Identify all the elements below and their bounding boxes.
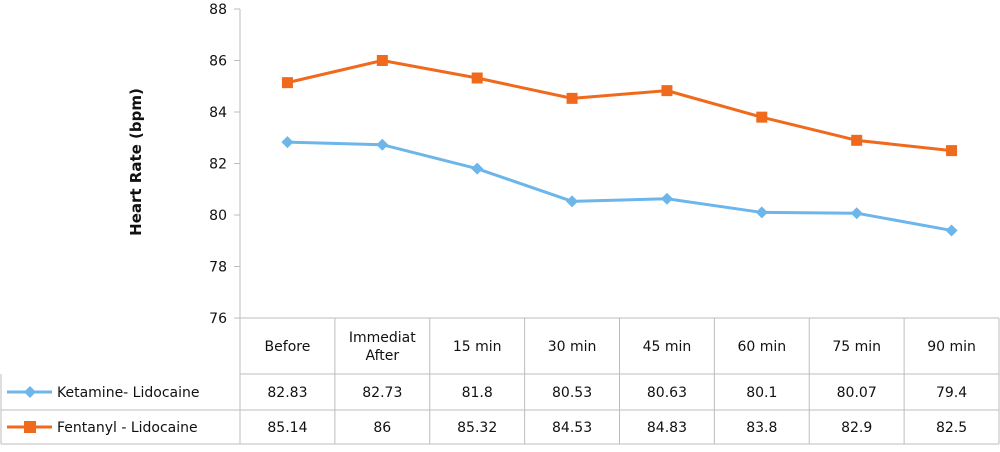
series-1-line bbox=[287, 140, 952, 232]
x-category-label-4: 45 min bbox=[643, 339, 692, 355]
series-2-point-7 bbox=[946, 145, 958, 157]
series-1-value-2: 81.8 bbox=[462, 385, 493, 401]
series-1-point-1 bbox=[376, 138, 389, 151]
series-1-value-5: 80.1 bbox=[746, 385, 777, 401]
series-1-value-6: 80.07 bbox=[837, 385, 877, 401]
series-2-value-2: 85.32 bbox=[457, 420, 497, 436]
y-tick-label-4: 84 bbox=[209, 105, 227, 121]
series-1-point-2 bbox=[471, 162, 484, 175]
x-category-label-3: 30 min bbox=[548, 339, 597, 355]
series-2-point-6 bbox=[851, 134, 863, 146]
series-2-line bbox=[287, 59, 952, 153]
series-1-value-3: 80.53 bbox=[552, 385, 592, 401]
series-2-point-1 bbox=[376, 55, 388, 66]
y-tick-label-1: 78 bbox=[209, 260, 227, 276]
y-tick-label-2: 80 bbox=[209, 208, 227, 224]
x-category-label-1-line-1: After bbox=[366, 348, 400, 364]
series-1-point-3 bbox=[566, 195, 579, 208]
x-category-label-7: 90 min bbox=[927, 339, 976, 355]
x-category-label-5: 60 min bbox=[737, 339, 786, 355]
series-1-point-7 bbox=[945, 224, 958, 237]
series-2-value-0: 85.14 bbox=[267, 420, 307, 436]
y-tick-label-6: 88 bbox=[209, 2, 227, 18]
series-1-value-4: 80.63 bbox=[647, 385, 687, 401]
series-2-value-7: 82.5 bbox=[936, 420, 967, 436]
x-category-label-2: 15 min bbox=[453, 339, 502, 355]
y-tick-label-3: 82 bbox=[209, 157, 227, 173]
series-2-point-4 bbox=[661, 85, 673, 97]
series-2-legend-marker bbox=[24, 421, 36, 433]
series-1-point-6 bbox=[850, 207, 863, 220]
series-1-point-5 bbox=[755, 206, 768, 219]
x-category-label-0: Before bbox=[265, 339, 311, 355]
y-tick-label-5: 86 bbox=[209, 54, 227, 70]
series-2-legend-label: Fentanyl - Lidocaine bbox=[57, 420, 198, 436]
series-2-value-6: 82.9 bbox=[841, 420, 872, 436]
series-2-point-0 bbox=[281, 77, 293, 89]
series-2-point-5 bbox=[756, 111, 768, 123]
series-2-point-3 bbox=[566, 92, 578, 104]
x-category-label-6: 75 min bbox=[832, 339, 881, 355]
series-1-legend-marker bbox=[24, 386, 36, 398]
series-2-value-3: 84.53 bbox=[552, 420, 592, 436]
series-1-value-7: 79.4 bbox=[936, 385, 967, 401]
series-2-value-1: 86 bbox=[373, 420, 391, 436]
y-tick-label-0: 76 bbox=[209, 311, 227, 327]
x-category-label-1-line-0: Immediat bbox=[349, 330, 416, 346]
series-2-point-2 bbox=[471, 72, 483, 84]
y-axis-label: Heart Rate (bpm) bbox=[127, 88, 145, 236]
series-1-point-0 bbox=[281, 136, 294, 149]
series-1-legend-label: Ketamine- Lidocaine bbox=[57, 385, 199, 401]
series-2-value-5: 83.8 bbox=[746, 420, 777, 436]
series-1-value-0: 82.83 bbox=[267, 385, 307, 401]
series-1-point-4 bbox=[660, 192, 673, 205]
series-1-value-1: 82.73 bbox=[362, 385, 402, 401]
series-2-value-4: 84.83 bbox=[647, 420, 687, 436]
